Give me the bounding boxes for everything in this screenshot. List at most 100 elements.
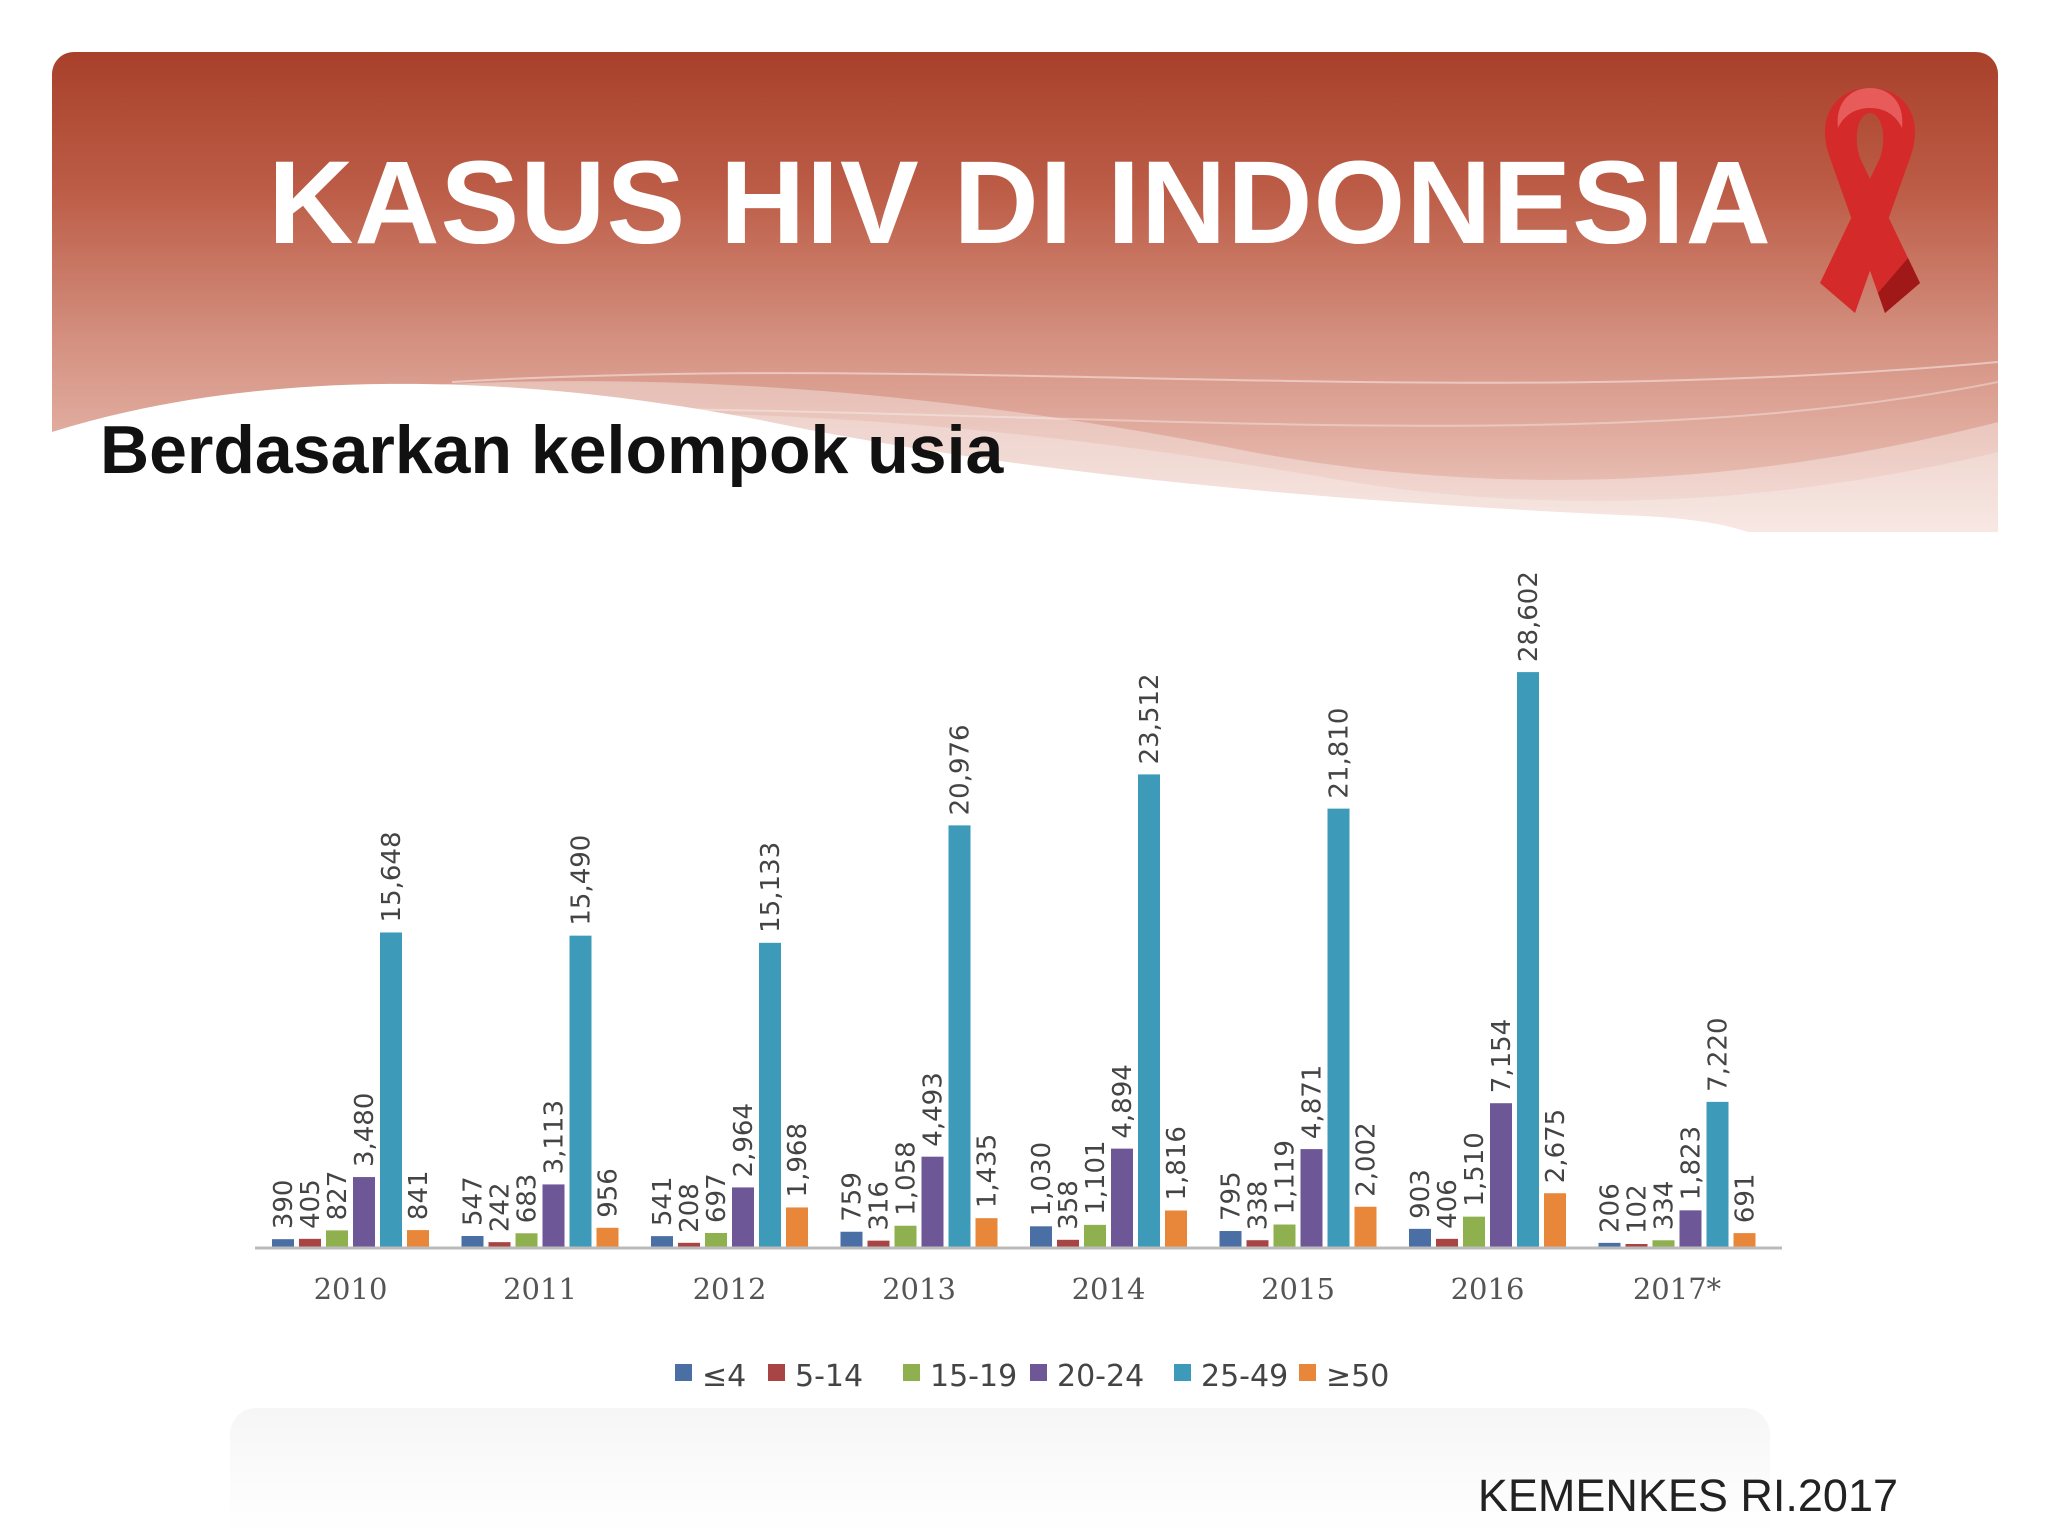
legend-label: 5-14 — [795, 1359, 863, 1394]
value-label-2016-0: 903 — [1406, 1169, 1436, 1219]
value-label-2016-1: 406 — [1433, 1179, 1463, 1229]
legend-label: ≥50 — [1326, 1359, 1389, 1394]
bar-2015-3 — [1300, 1149, 1323, 1247]
bar-2016-2 — [1463, 1216, 1485, 1247]
bar-2013-3 — [921, 1156, 944, 1247]
bar-2016-4 — [1517, 672, 1539, 1247]
legend-swatch — [1030, 1364, 1047, 1381]
legend-swatch — [1299, 1364, 1316, 1381]
bar-2014-3 — [1111, 1148, 1133, 1247]
legend-swatch — [903, 1364, 920, 1381]
bar-2011-0 — [461, 1236, 484, 1247]
bar-2015-1 — [1246, 1240, 1269, 1247]
value-label-2016-2: 1,510 — [1460, 1132, 1490, 1206]
chart-reflection — [230, 1408, 1770, 1536]
value-label-2014-4: 23,512 — [1135, 673, 1165, 764]
source-credit: KEMENKES RI.2017 — [1477, 1470, 1898, 1521]
bar-2017-3 — [1679, 1210, 1702, 1247]
bar-2016-0 — [1409, 1228, 1431, 1247]
subtitle: Berdasarkan kelompok usia — [100, 412, 1004, 488]
value-label-2017-4: 7,220 — [1704, 1017, 1734, 1091]
bar-2011-2 — [515, 1233, 538, 1247]
bar-2013-4 — [948, 825, 971, 1247]
value-label-2010-3: 3,480 — [350, 1093, 380, 1167]
bar-2017-5 — [1733, 1233, 1756, 1247]
value-label-2015-5: 2,002 — [1352, 1122, 1382, 1196]
value-label-2012-5: 1,968 — [783, 1123, 813, 1197]
bar-2011-3 — [542, 1184, 565, 1247]
legend-swatch — [675, 1364, 692, 1381]
bar-2013-0 — [840, 1231, 863, 1247]
value-label-2017-2: 334 — [1650, 1181, 1680, 1231]
x-tick-label: 2011 — [503, 1272, 577, 1306]
value-label-2011-0: 547 — [459, 1176, 489, 1226]
value-label-2012-3: 2,964 — [729, 1103, 759, 1177]
bar-2015-2 — [1273, 1224, 1296, 1247]
value-label-2013-3: 4,493 — [919, 1072, 949, 1146]
legend-label: 20-24 — [1057, 1359, 1144, 1394]
value-label-2012-0: 541 — [648, 1176, 678, 1226]
bar-2017-1 — [1625, 1244, 1648, 1247]
x-tick-label: 2014 — [1072, 1272, 1146, 1306]
bar-2013-5 — [975, 1218, 998, 1247]
value-label-2015-3: 4,871 — [1298, 1065, 1328, 1139]
value-label-2011-5: 956 — [594, 1168, 624, 1218]
value-label-2015-0: 795 — [1217, 1171, 1247, 1221]
bar-2010-4 — [380, 932, 402, 1247]
value-label-2012-1: 208 — [675, 1183, 705, 1233]
bar-2010-5 — [407, 1230, 429, 1247]
red-awareness-ribbon-icon — [1820, 88, 1920, 313]
legend-label: 25-49 — [1201, 1359, 1288, 1394]
bar-2014-5 — [1165, 1210, 1187, 1247]
bar-2010-3 — [353, 1177, 375, 1247]
legend-label: ≤4 — [702, 1359, 746, 1394]
value-label-2010-2: 827 — [323, 1171, 353, 1221]
value-label-2014-5: 1,816 — [1162, 1126, 1192, 1200]
value-label-2015-1: 338 — [1244, 1181, 1274, 1231]
bar-2014-1 — [1057, 1239, 1079, 1247]
bar-2016-1 — [1436, 1238, 1458, 1247]
x-tick-label: 2010 — [314, 1272, 388, 1306]
value-label-2017-1: 102 — [1623, 1184, 1653, 1234]
value-label-2013-5: 1,435 — [973, 1134, 1003, 1208]
value-label-2014-0: 1,030 — [1027, 1142, 1057, 1216]
value-label-2017-5: 691 — [1731, 1173, 1761, 1223]
value-label-2012-2: 697 — [702, 1173, 732, 1223]
bar-2011-1 — [488, 1242, 511, 1247]
legend-swatch — [1174, 1364, 1191, 1381]
value-label-2014-2: 1,101 — [1081, 1140, 1111, 1214]
value-label-2014-1: 358 — [1054, 1180, 1084, 1230]
value-label-2011-1: 242 — [486, 1182, 516, 1232]
bar-2013-2 — [894, 1225, 917, 1247]
value-label-2013-4: 20,976 — [946, 724, 976, 815]
bar-2016-5 — [1544, 1193, 1566, 1247]
value-label-2017-0: 206 — [1596, 1183, 1626, 1233]
x-tick-label: 2017* — [1633, 1272, 1722, 1306]
value-label-2016-4: 28,602 — [1514, 571, 1544, 662]
bar-2014-0 — [1030, 1226, 1052, 1247]
value-label-2016-5: 2,675 — [1541, 1109, 1571, 1183]
bar-2015-0 — [1219, 1231, 1242, 1247]
bar-2017-0 — [1598, 1242, 1621, 1247]
bar-2012-1 — [678, 1242, 700, 1247]
value-label-2011-2: 683 — [513, 1174, 543, 1224]
value-label-2010-0: 390 — [269, 1180, 299, 1230]
value-label-2013-0: 759 — [838, 1172, 868, 1222]
bar-2012-5 — [786, 1207, 808, 1247]
value-label-2015-2: 1,119 — [1271, 1140, 1301, 1214]
bar-2015-5 — [1354, 1206, 1377, 1247]
bar-2017-4 — [1706, 1101, 1729, 1247]
bar-2012-0 — [651, 1236, 673, 1247]
bar-2010-2 — [326, 1230, 348, 1247]
bar-2012-2 — [705, 1232, 727, 1247]
value-label-2010-1: 405 — [296, 1179, 326, 1229]
bar-2017-2 — [1652, 1240, 1675, 1247]
value-label-2017-3: 1,823 — [1677, 1126, 1707, 1200]
slide-title: KASUS HIV DI INDONESIA — [268, 137, 1772, 269]
value-label-2010-4: 15,648 — [377, 831, 407, 922]
bar-2016-3 — [1490, 1103, 1512, 1247]
value-label-2011-3: 3,113 — [540, 1100, 570, 1174]
